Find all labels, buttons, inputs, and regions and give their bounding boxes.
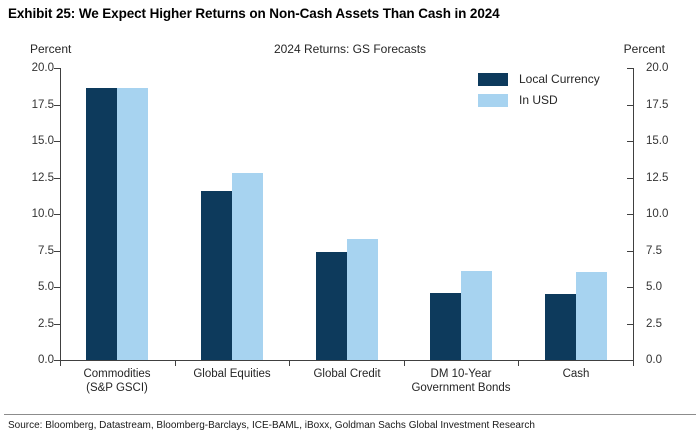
y-axis-tick-left bbox=[54, 141, 60, 142]
y-axis-tick-left bbox=[54, 105, 60, 106]
y-axis-label-left: 15.0 bbox=[31, 135, 54, 147]
legend-item-local-currency: Local Currency bbox=[478, 72, 600, 86]
x-axis-category-label: Global Equities bbox=[193, 368, 271, 380]
y-axis-tick-right bbox=[627, 141, 633, 142]
bar-in-usd-cash bbox=[576, 272, 607, 360]
y-axis-label-right: 0.0 bbox=[646, 354, 662, 366]
y-axis-label-left: 2.5 bbox=[38, 318, 54, 330]
y-axis-label-left: 12.5 bbox=[31, 172, 54, 184]
y-axis-tick-right bbox=[627, 178, 633, 179]
x-axis-category-label: Commodities (S&P GSCI) bbox=[83, 368, 151, 394]
y-axis-tick-left bbox=[54, 251, 60, 252]
x-axis-tick bbox=[60, 361, 61, 366]
y-axis-label-right: 7.5 bbox=[646, 245, 662, 257]
x-axis-tick bbox=[175, 361, 176, 366]
right-axis-unit-label: Percent bbox=[623, 42, 665, 56]
x-axis-category-label: Cash bbox=[562, 368, 590, 380]
chart-subtitle: 2024 Returns: GS Forecasts bbox=[273, 42, 427, 56]
y-axis-tick-right bbox=[627, 105, 633, 106]
bar-in-usd-global-credit bbox=[347, 239, 378, 360]
y-axis-label-right: 20.0 bbox=[646, 62, 669, 74]
footer-divider bbox=[4, 414, 696, 415]
y-axis-tick-right bbox=[627, 251, 633, 252]
x-axis-category-label: Global Credit bbox=[313, 368, 381, 380]
bar-local-currency-cash bbox=[545, 294, 576, 360]
x-axis-tick bbox=[289, 361, 290, 366]
y-axis-tick-left bbox=[54, 287, 60, 288]
y-axis-tick-right bbox=[627, 287, 633, 288]
y-axis-tick-left bbox=[54, 214, 60, 215]
y-axis-label-left: 20.0 bbox=[31, 62, 54, 74]
source-note: Source: Bloomberg, Datastream, Bloomberg… bbox=[8, 420, 535, 431]
y-axis-label-left: 5.0 bbox=[38, 281, 54, 293]
x-axis-tick bbox=[633, 361, 634, 366]
y-axis-tick-right bbox=[627, 360, 633, 361]
y-axis-tick-right bbox=[627, 68, 633, 69]
bar-local-currency-global-credit bbox=[316, 252, 347, 360]
bar-in-usd-commodities bbox=[117, 88, 148, 360]
legend-swatch-in-usd bbox=[478, 93, 508, 107]
y-axis-tick-left bbox=[54, 178, 60, 179]
y-axis-tick-right bbox=[627, 324, 633, 325]
x-axis-tick bbox=[404, 361, 405, 366]
legend-swatch-local-currency bbox=[478, 72, 508, 86]
left-axis-unit-label: Percent bbox=[30, 42, 72, 56]
y-axis-label-right: 10.0 bbox=[646, 208, 669, 220]
y-axis-label-right: 5.0 bbox=[646, 281, 662, 293]
y-axis-tick-left bbox=[54, 360, 60, 361]
x-axis-category-label: DM 10-Year Government Bonds bbox=[411, 368, 511, 394]
y-axis-label-right: 12.5 bbox=[646, 172, 669, 184]
y-axis-tick-right bbox=[627, 214, 633, 215]
y-axis-label-left: 17.5 bbox=[31, 99, 54, 111]
chart-legend: Local Currency In USD bbox=[478, 72, 600, 114]
y-axis-label-left: 0.0 bbox=[38, 354, 54, 366]
bar-local-currency-commodities bbox=[86, 88, 117, 360]
y-axis-label-right: 2.5 bbox=[646, 318, 662, 330]
y-axis-label-right: 15.0 bbox=[646, 135, 669, 147]
y-axis-label-left: 10.0 bbox=[31, 208, 54, 220]
exhibit-title: Exhibit 25: We Expect Higher Returns on … bbox=[8, 6, 500, 21]
y-axis-tick-left bbox=[54, 324, 60, 325]
bar-local-currency-dm-10-year bbox=[430, 293, 461, 360]
legend-label: Local Currency bbox=[519, 72, 600, 86]
plot-area bbox=[60, 68, 634, 361]
legend-item-in-usd: In USD bbox=[478, 93, 600, 107]
bar-local-currency-global-equities bbox=[201, 191, 232, 360]
y-axis-label-left: 7.5 bbox=[38, 245, 54, 257]
bar-in-usd-global-equities bbox=[232, 173, 263, 360]
y-axis-label-right: 17.5 bbox=[646, 99, 669, 111]
bar-in-usd-dm-10-year bbox=[461, 271, 492, 360]
y-axis-tick-left bbox=[54, 68, 60, 69]
x-axis-tick bbox=[518, 361, 519, 366]
legend-label: In USD bbox=[519, 93, 558, 107]
